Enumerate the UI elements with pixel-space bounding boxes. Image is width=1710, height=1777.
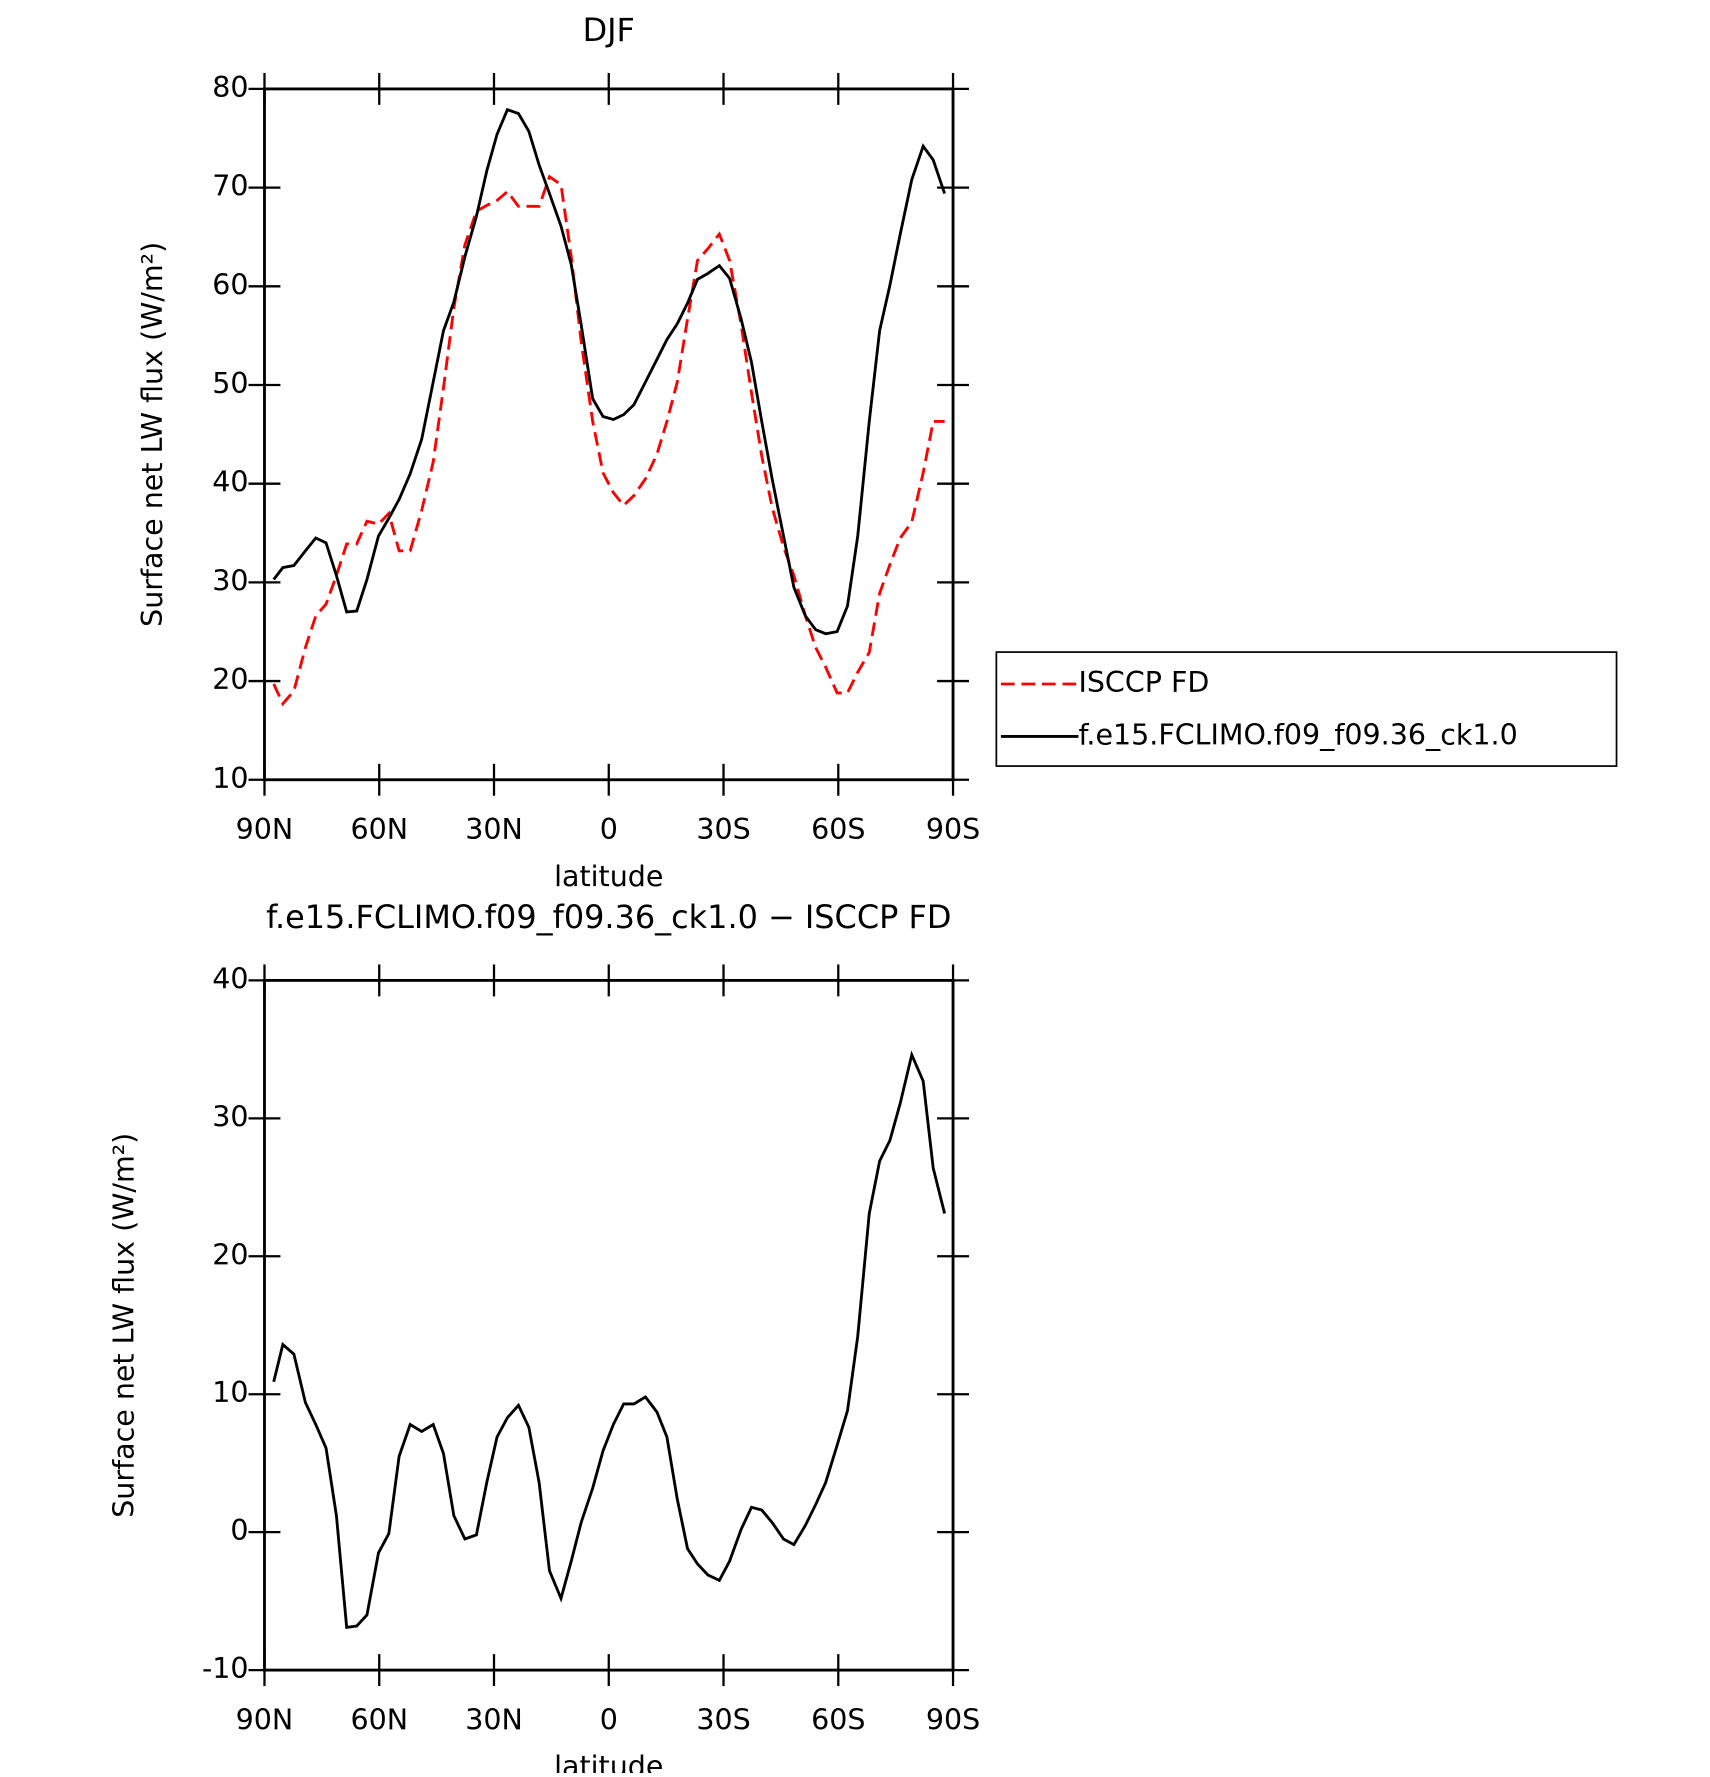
x-tick-label: 90N <box>236 813 294 846</box>
y-tick-label: 10 <box>212 762 248 795</box>
y-tick-label: 20 <box>212 663 248 696</box>
legend-label: ISCCP FD <box>1078 666 1209 699</box>
x-tick-label: 60S <box>811 813 865 846</box>
plot-area: DJF latitude Surface net LW flux (W/m²) 10 2… <box>107 11 1618 1777</box>
legend-box <box>995 651 1618 767</box>
y-tick-label: 20 <box>212 1238 248 1271</box>
y-axis-label: Surface net LW flux (W/m²) <box>107 1133 140 1518</box>
x-tick-label: 90S <box>926 813 980 846</box>
x-tick-label: 90N <box>236 1703 294 1736</box>
chart-title: f.e15.FCLIMO.f09_f09.36_ck1.0 − ISCCP FD <box>266 898 951 936</box>
y-tick-label: 40 <box>212 466 248 499</box>
data-line <box>272 174 945 707</box>
chart-title: DJF <box>583 11 635 49</box>
x-tick-label: 90S <box>926 1703 980 1736</box>
x-tick-label: 30S <box>696 1703 750 1736</box>
y-tick-label: 70 <box>212 170 248 203</box>
x-tick-label: 60S <box>811 1703 865 1736</box>
x-tick-label: 0 <box>600 813 618 846</box>
data-line <box>272 107 946 636</box>
y-tick-label: 0 <box>230 1514 248 1547</box>
y-tick-label: 80 <box>212 71 248 104</box>
x-axis-label: latitude <box>554 860 663 893</box>
y-tick-label: 40 <box>212 962 248 995</box>
x-tick-label: 60N <box>350 813 408 846</box>
x-axis-label: latitude <box>554 1750 663 1773</box>
y-tick-label: 50 <box>212 367 248 400</box>
y-tick-label: 30 <box>212 564 248 597</box>
x-tick-label: 30N <box>465 813 523 846</box>
x-tick-label: 60N <box>350 1703 408 1736</box>
data-line <box>272 1050 946 1629</box>
x-tick-label: 0 <box>600 1703 618 1736</box>
x-tick-label: 30N <box>465 1703 523 1736</box>
axes-frame <box>263 978 955 1672</box>
y-tick-label: 10 <box>212 1376 248 1409</box>
y-tick-label: -10 <box>202 1652 249 1685</box>
legend-label: f.e15.FCLIMO.f09_f09.36_ck1.0 <box>1078 718 1517 751</box>
y-tick-label: 60 <box>212 268 248 301</box>
y-axis-label: Surface net LW flux (W/m²) <box>136 242 169 627</box>
x-tick-label: 30S <box>696 813 750 846</box>
y-tick-label: 30 <box>212 1100 248 1133</box>
axes-frame <box>263 87 955 782</box>
